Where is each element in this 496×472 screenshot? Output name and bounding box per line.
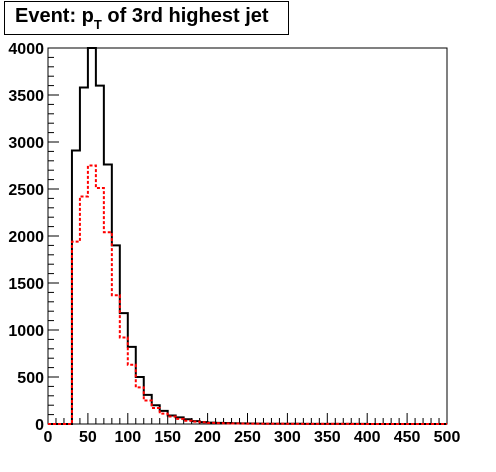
x-tick-label: 150	[154, 429, 181, 446]
x-tick-label: 400	[354, 429, 381, 446]
y-tick-label: 3500	[8, 88, 44, 105]
chart-title-box: Event: pT of 3rd highest jet	[4, 1, 289, 35]
plot-frame	[47, 47, 448, 425]
chart-title: Event: pT of 3rd highest jet	[15, 5, 269, 32]
x-tick-label: 500	[434, 429, 461, 446]
series-layer	[48, 47, 447, 425]
x-tick-label: 250	[234, 429, 261, 446]
x-tick-label: 350	[314, 429, 341, 446]
y-axis: 0 500 1000 1500 2000 2500 3000 3500 4000	[8, 41, 59, 434]
x-tick-label: 300	[274, 429, 301, 446]
x-tick-label: 100	[114, 429, 141, 446]
y-tick-label: 4000	[8, 41, 44, 58]
x-axis: 0 50 100 150 200 250 300 350 400 450 500	[44, 413, 461, 446]
x-tick-label: 450	[394, 429, 421, 446]
x-tick-label: 50	[79, 429, 97, 446]
y-tick-label: 1500	[8, 276, 44, 293]
chart-title-subscript: T	[93, 17, 102, 32]
chart-title-main: Event: p	[15, 5, 94, 27]
y-tick-label: 1000	[8, 323, 44, 340]
chart-title-rest: of 3rd highest jet	[101, 5, 269, 27]
histogram-series-1	[48, 47, 447, 425]
y-tick-label: 500	[17, 370, 44, 387]
y-tick-label: 2000	[8, 229, 44, 246]
x-tick-label: 200	[194, 429, 221, 446]
y-tick-label: 0	[35, 417, 44, 434]
y-tick-label: 3000	[8, 135, 44, 152]
y-tick-label: 2500	[8, 182, 44, 199]
x-tick-label: 0	[44, 429, 53, 446]
histogram-series-2	[48, 164, 447, 425]
